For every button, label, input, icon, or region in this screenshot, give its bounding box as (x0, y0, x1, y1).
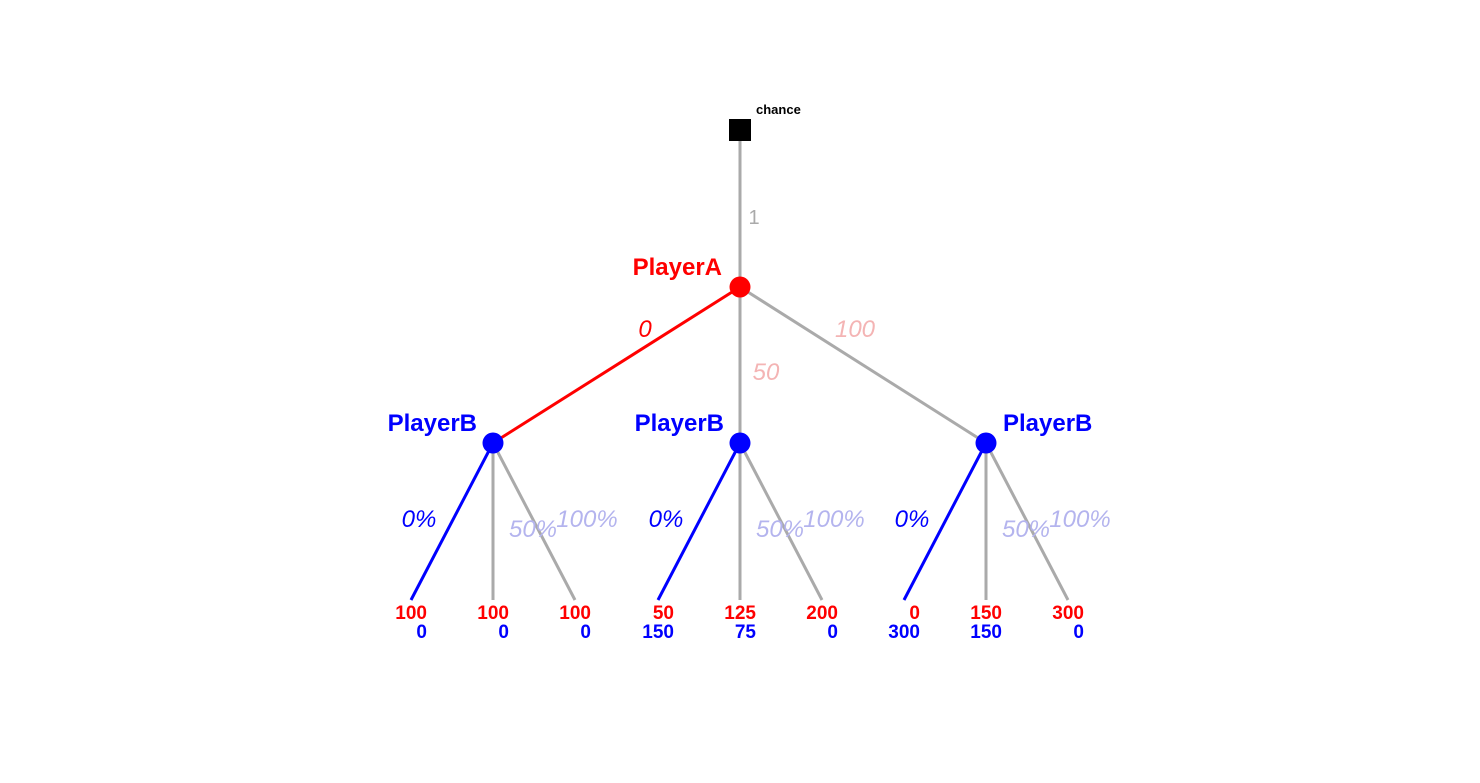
playerA-label: PlayerA (633, 254, 722, 281)
chance-probability: 1 (748, 207, 759, 229)
playerB-label-2: PlayerB (1003, 410, 1092, 437)
playerB-node-2 (975, 432, 997, 454)
playerB-1-edge-2 (738, 442, 824, 601)
playerA-move-label-0: 0 (638, 316, 652, 343)
payoff-b-1-1: 75 (735, 622, 757, 643)
playerB-0-edge-2 (491, 442, 577, 601)
payoff-b-0-0: 0 (416, 622, 427, 643)
payoff-b-2-2: 0 (1073, 622, 1084, 643)
playerB-2-edge-0 (902, 442, 988, 601)
playerB-node-0 (482, 432, 504, 454)
playerB-label-1: PlayerB (635, 410, 724, 437)
payoff-a-1-1: 125 (724, 603, 756, 624)
playerB-1-move-label-1: 50% (756, 516, 804, 543)
playerA-edge-2 (739, 285, 987, 445)
playerB-1-edge-0 (656, 442, 742, 601)
chance-node (729, 119, 751, 141)
payoff-a-2-1: 150 (970, 603, 1002, 624)
playerB-label-0: PlayerB (388, 410, 477, 437)
payoff-a-2-0: 0 (909, 603, 920, 624)
playerB-0-move-label-2: 100% (556, 506, 617, 533)
playerB-2-move-label-2: 100% (1049, 506, 1110, 533)
payoff-a-1-2: 200 (806, 603, 838, 624)
payoff-b-1-2: 0 (827, 622, 838, 643)
chance-label: chance (756, 102, 801, 117)
payoff-a-1-0: 50 (653, 603, 674, 624)
playerB-2-move-label-1: 50% (1002, 516, 1050, 543)
payoff-b-0-1: 0 (498, 622, 509, 643)
payoff-a-0-2: 100 (559, 603, 591, 624)
playerB-1-move-label-2: 100% (803, 506, 864, 533)
payoff-a-0-1: 100 (477, 603, 509, 624)
payoff-a-2-2: 300 (1052, 603, 1084, 624)
playerA-node (729, 276, 751, 298)
playerA-move-label-1: 50 (753, 359, 780, 386)
payoff-b-0-2: 0 (580, 622, 591, 643)
playerB-0-move-label-0: 0% (402, 506, 437, 533)
payoff-b-2-0: 300 (888, 622, 920, 643)
payoff-b-1-0: 150 (642, 622, 674, 643)
playerB-0-edge-0 (409, 442, 495, 601)
playerB-node-1 (729, 432, 751, 454)
playerB-1-move-label-0: 0% (649, 506, 684, 533)
payoff-a-0-0: 100 (395, 603, 427, 624)
playerB-2-edge-2 (984, 442, 1070, 601)
payoff-b-2-1: 150 (970, 622, 1002, 643)
playerB-0-move-label-1: 50% (509, 516, 557, 543)
playerB-2-move-label-0: 0% (895, 506, 930, 533)
playerA-edge-0 (492, 285, 741, 445)
playerA-move-label-2: 100 (835, 316, 876, 343)
